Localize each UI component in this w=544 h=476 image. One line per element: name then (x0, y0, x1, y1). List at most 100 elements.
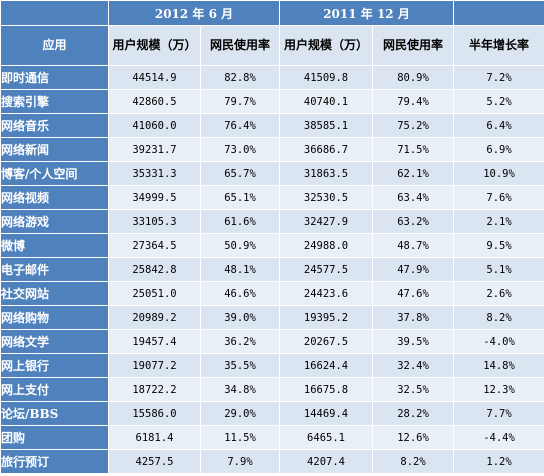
growth-cell: 12.3% (453, 377, 544, 402)
users-2011-cell: 19395.2 (279, 305, 374, 330)
app-name-cell: 网络视频 (0, 185, 109, 210)
users-2012-cell: 6181.4 (108, 425, 201, 450)
table-row: 电子邮件 25842.8 48.1% 24577.5 47.9% 5.1% (0, 257, 544, 282)
app-name-cell: 团购 (0, 425, 109, 450)
table-row: 网络购物 20989.2 39.0% 19395.2 37.8% 8.2% (0, 305, 544, 330)
users-2011-cell: 6465.1 (279, 425, 374, 450)
users-2012-cell: 4257.5 (108, 449, 201, 474)
table-row: 网络游戏 33105.3 61.6% 32427.9 63.2% 2.1% (0, 209, 544, 234)
table-row: 论坛/BBS 15586.0 29.0% 14469.4 28.2% 7.7% (0, 401, 544, 426)
rate-2012-cell: 29.0% (199, 401, 281, 426)
growth-cell: 8.2% (453, 305, 544, 330)
table-row: 微博 27364.5 50.9% 24988.0 48.7% 9.5% (0, 233, 544, 258)
period-2011-header: 2011 年 12 月 (279, 0, 455, 26)
rate-2011-cell: 75.2% (372, 113, 455, 138)
rate-2011-cell: 12.6% (372, 425, 455, 450)
growth-cell: -4.0% (453, 329, 544, 354)
table-row: 网络新闻 39231.7 73.0% 36686.7 71.5% 6.9% (0, 137, 544, 162)
app-name-cell: 电子邮件 (0, 257, 109, 282)
period-header-row: 2012 年 6 月 2011 年 12 月 (0, 0, 544, 26)
table-row: 网上银行 19077.2 35.5% 16624.4 32.4% 14.8% (0, 353, 544, 378)
app-name-cell: 即时通信 (0, 65, 109, 90)
users-2012-cell: 39231.7 (108, 137, 201, 162)
column-header-row: 应用 用户规模（万） 网民使用率 用户规模（万） 网民使用率 半年增长率 (0, 25, 544, 66)
rate-2011-cell: 80.9% (372, 65, 455, 90)
users-2012-cell: 35331.3 (108, 161, 201, 186)
users-2012-cell: 15586.0 (108, 401, 201, 426)
growth-header-spacer (453, 0, 544, 26)
rate-2012-cell: 82.8% (199, 65, 281, 90)
growth-cell: -4.4% (453, 425, 544, 450)
app-name-cell: 网上支付 (0, 377, 109, 402)
rate-2011-cell: 39.5% (372, 329, 455, 354)
growth-cell: 5.1% (453, 257, 544, 282)
rate-2012-cell: 61.6% (199, 209, 281, 234)
app-name-cell: 网络游戏 (0, 209, 109, 234)
users-2011-cell: 40740.1 (279, 89, 374, 114)
table-row: 网上支付 18722.2 34.8% 16675.8 32.5% 12.3% (0, 377, 544, 402)
rate-2011-cell: 47.6% (372, 281, 455, 306)
users-2012-cell: 34999.5 (108, 185, 201, 210)
rate-2012-cell: 11.5% (199, 425, 281, 450)
rate-2011-cell: 47.9% (372, 257, 455, 282)
users-2011-cell: 16624.4 (279, 353, 374, 378)
app-name-cell: 网络购物 (0, 305, 109, 330)
users-2011-cell: 32530.5 (279, 185, 374, 210)
rate-2011-cell: 63.4% (372, 185, 455, 210)
table-row: 网络音乐 41060.0 76.4% 38585.1 75.2% 6.4% (0, 113, 544, 138)
users-2011-cell: 20267.5 (279, 329, 374, 354)
users-2011-cell: 31863.5 (279, 161, 374, 186)
col-header-users-2011: 用户规模（万） (279, 25, 374, 66)
period-2012-header: 2012 年 6 月 (107, 0, 281, 26)
growth-cell: 7.7% (453, 401, 544, 426)
users-2012-cell: 18722.2 (108, 377, 201, 402)
table-row: 网络视频 34999.5 65.1% 32530.5 63.4% 7.6% (0, 185, 544, 210)
rate-2011-cell: 32.4% (372, 353, 455, 378)
col-header-users-2012: 用户规模（万） (108, 25, 201, 66)
table-row: 即时通信 44514.9 82.8% 41509.8 80.9% 7.2% (0, 65, 544, 90)
users-2012-cell: 42860.5 (108, 89, 201, 114)
users-2012-cell: 41060.0 (108, 113, 201, 138)
app-name-cell: 网络新闻 (0, 137, 109, 162)
col-header-growth: 半年增长率 (453, 25, 544, 66)
users-2011-cell: 41509.8 (279, 65, 374, 90)
users-2011-cell: 38585.1 (279, 113, 374, 138)
rate-2012-cell: 73.0% (199, 137, 281, 162)
col-header-app: 应用 (0, 25, 109, 66)
rate-2012-cell: 48.1% (199, 257, 281, 282)
rate-2012-cell: 76.4% (199, 113, 281, 138)
rate-2011-cell: 37.8% (372, 305, 455, 330)
app-name-cell: 旅行预订 (0, 449, 109, 474)
users-2011-cell: 24577.5 (279, 257, 374, 282)
users-2011-cell: 24423.6 (279, 281, 374, 306)
users-2012-cell: 19077.2 (108, 353, 201, 378)
col-header-rate-2011: 网民使用率 (372, 25, 455, 66)
rate-2012-cell: 46.6% (199, 281, 281, 306)
users-2011-cell: 36686.7 (279, 137, 374, 162)
table-body: 即时通信 44514.9 82.8% 41509.8 80.9% 7.2% 搜索引擎 4286… (0, 65, 544, 474)
table-row: 旅行预订 4257.5 7.9% 4207.4 8.2% 1.2% (0, 449, 544, 474)
users-2011-cell: 14469.4 (279, 401, 374, 426)
rate-2011-cell: 28.2% (372, 401, 455, 426)
growth-cell: 9.5% (453, 233, 544, 258)
growth-cell: 5.2% (453, 89, 544, 114)
users-2012-cell: 33105.3 (108, 209, 201, 234)
rate-2012-cell: 50.9% (199, 233, 281, 258)
app-name-cell: 博客/个人空间 (0, 161, 109, 186)
app-name-cell: 网络音乐 (0, 113, 109, 138)
app-name-cell: 论坛/BBS (0, 401, 109, 426)
table-row: 搜索引擎 42860.5 79.7% 40740.1 79.4% 5.2% (0, 89, 544, 114)
growth-cell: 7.6% (453, 185, 544, 210)
rate-2011-cell: 48.7% (372, 233, 455, 258)
growth-cell: 14.8% (453, 353, 544, 378)
table-row: 网络文学 19457.4 36.2% 20267.5 39.5% -4.0% (0, 329, 544, 354)
growth-cell: 2.6% (453, 281, 544, 306)
users-2012-cell: 25842.8 (108, 257, 201, 282)
growth-cell: 2.1% (453, 209, 544, 234)
rate-2012-cell: 65.1% (199, 185, 281, 210)
users-2011-cell: 32427.9 (279, 209, 374, 234)
app-name-cell: 微博 (0, 233, 109, 258)
table-row: 社交网站 25051.0 46.6% 24423.6 47.6% 2.6% (0, 281, 544, 306)
users-2012-cell: 19457.4 (108, 329, 201, 354)
